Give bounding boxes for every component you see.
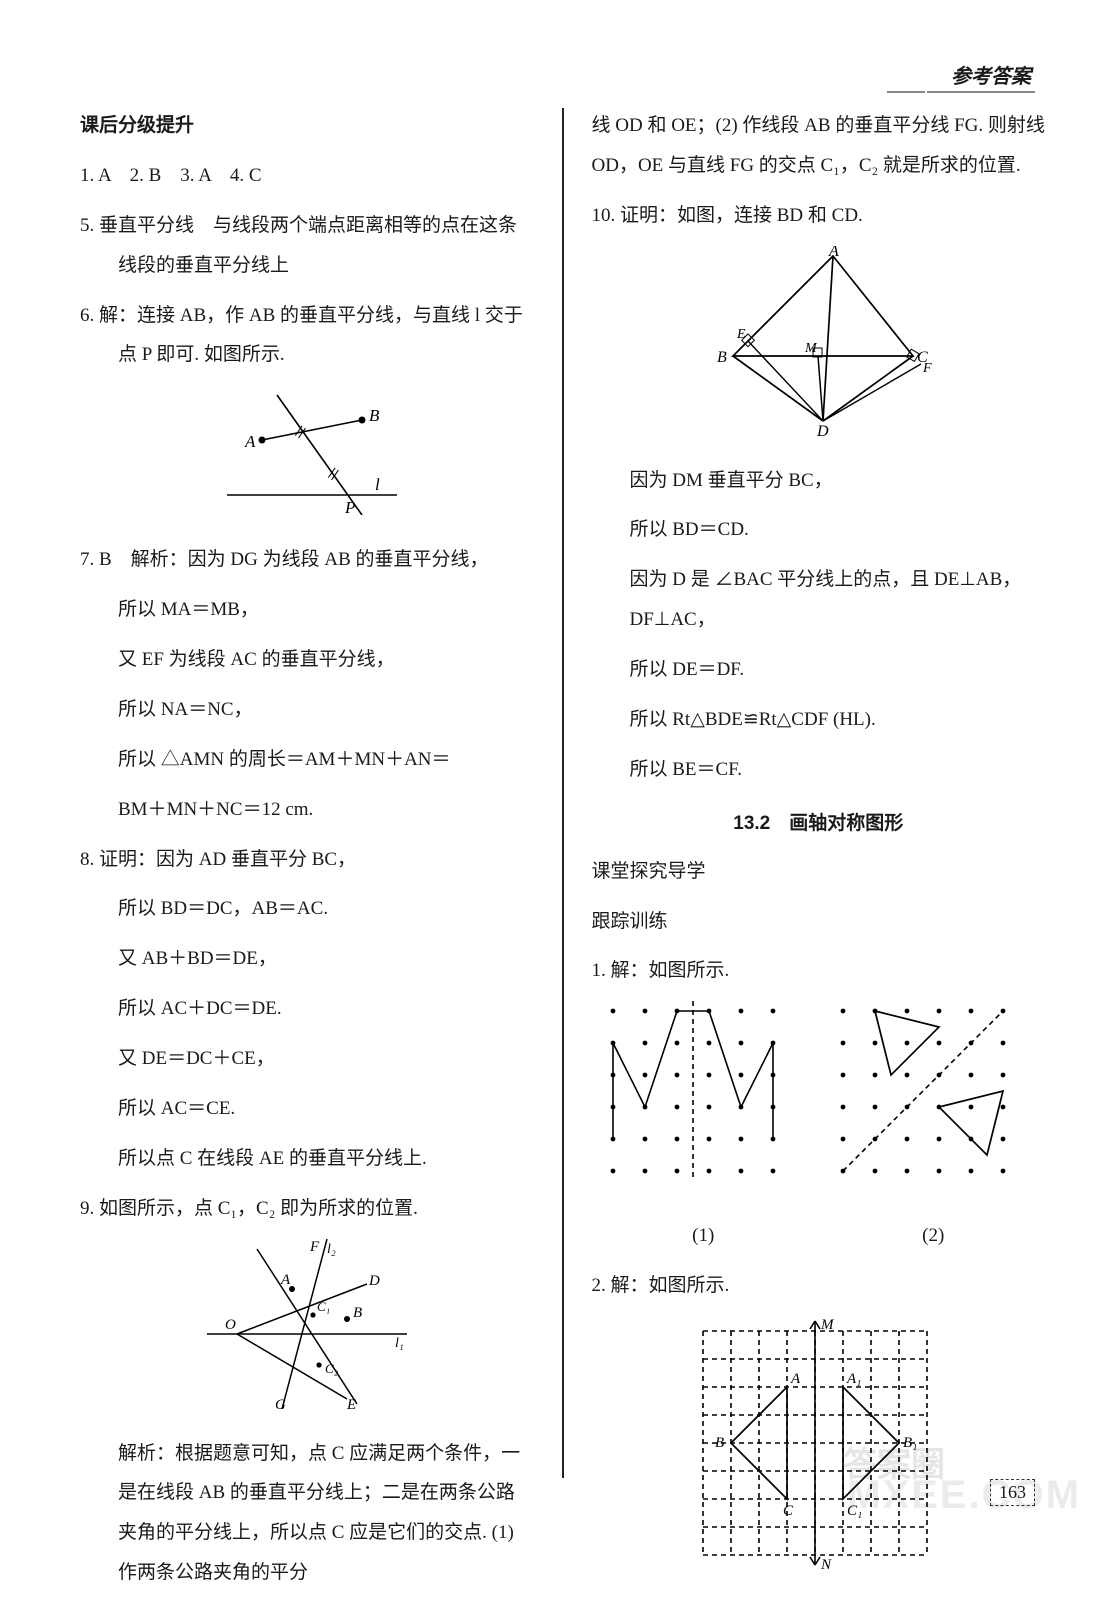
fig-label-1: (1) (603, 1216, 803, 1256)
svg-text:C₂: C₂ (325, 1361, 339, 1376)
answer-1-4: 1. A 2. B 3. A 4. C (80, 156, 534, 196)
svg-text:F: F (922, 361, 932, 376)
svg-text:B: B (715, 1435, 724, 1451)
svg-text:G: G (275, 1397, 286, 1409)
svg-text:A₁: A₁ (846, 1371, 861, 1387)
answer-7-line4: 所以 NA＝NC， (80, 690, 534, 730)
section-heading: 课后分级提升 (80, 106, 534, 146)
column-divider (562, 108, 564, 1478)
right-column: 线 OD 和 OE；(2) 作线段 AB 的垂直平分线 FG. 则射线 OD，O… (592, 104, 1046, 1484)
left-column: 课后分级提升 1. A 2. B 3. A 4. C 5. 垂直平分线 与线段两… (80, 104, 534, 1484)
figure-q9: O A B C₁ C₂ D E F G l₁ l₂ (80, 1239, 534, 1424)
track-q2: 2. 解：如图所示. (592, 1266, 1046, 1306)
svg-text:O: O (225, 1317, 236, 1333)
two-column-layout: 课后分级提升 1. A 2. B 3. A 4. C 5. 垂直平分线 与线段两… (80, 104, 1045, 1484)
page-header: 参考答案 (927, 60, 1035, 93)
subhead-1: 课堂探究导学 (592, 852, 1046, 892)
answer-10-l5: 所以 Rt△BDE≌Rt△CDF (HL). (592, 700, 1046, 740)
svg-text:B: B (353, 1305, 362, 1321)
svg-text:E: E (736, 327, 746, 342)
answer-8-line5: 又 DE＝DC＋CE， (80, 1039, 534, 1079)
svg-text:M: M (804, 341, 818, 356)
answer-9-head: 9. 如图所示，点 C₁，C₂ 即为所求的位置. (80, 1189, 534, 1229)
answer-8-line1: 8. 证明：因为 AD 垂直平分 BC， (80, 840, 534, 880)
figure-q6: A B l P (80, 385, 534, 530)
answer-7-line5: 所以 △AMN 的周长＝AM＋MN＋AN＝ (80, 740, 534, 780)
svg-text:A: A (790, 1371, 801, 1387)
svg-text:D: D (368, 1273, 380, 1289)
answer-10-head: 10. 证明：如图，连接 BD 和 CD. (592, 196, 1046, 236)
answer-10-l6: 所以 BE＝CF. (592, 750, 1046, 790)
svg-text:M: M (820, 1317, 835, 1333)
answer-7-line2: 所以 MA＝MB， (80, 590, 534, 630)
answer-8-line2: 所以 BD＝DC，AB＝AC. (80, 889, 534, 929)
answer-7-line1: 7. B 解析：因为 DG 为线段 AB 的垂直平分线， (80, 540, 534, 580)
svg-text:D: D (816, 423, 829, 436)
svg-text:N: N (820, 1557, 832, 1573)
fig-label-2: (2) (833, 1216, 1033, 1256)
q9-continuation: 线 OD 和 OE；(2) 作线段 AB 的垂直平分线 FG. 则射线 OD，O… (592, 106, 1046, 186)
svg-text:P: P (344, 498, 355, 515)
figure-dotgrids: (1) (2) (592, 1001, 1046, 1256)
svg-text:C: C (783, 1503, 794, 1519)
answer-7-line6: BM＋MN＋NC＝12 cm. (80, 790, 534, 830)
answer-6: 6. 解：连接 AB，作 AB 的垂直平分线，与直线 l 交于点 P 即可. 如… (80, 296, 534, 376)
svg-text:l: l (375, 475, 380, 494)
svg-text:B: B (717, 349, 727, 366)
answer-10-l2: 所以 BD＝CD. (592, 510, 1046, 550)
answer-10-l4: 所以 DE＝DF. (592, 650, 1046, 690)
answer-8-line7: 所以点 C 在线段 AE 的垂直平分线上. (80, 1139, 534, 1179)
section-13-2-title: 13.2 画轴对称图形 (592, 804, 1046, 844)
answer-8-line4: 所以 AC＋DC＝DE. (80, 989, 534, 1029)
figure-q10: A B C D M E F (592, 246, 1046, 451)
watermark: MXEE.COM (847, 1473, 1081, 1518)
answer-5: 5. 垂直平分线 与线段两个端点距离相等的点在这条线段的垂直平分线上 (80, 206, 534, 286)
svg-text:A: A (244, 432, 256, 451)
svg-text:B: B (369, 406, 380, 425)
svg-text:F: F (309, 1239, 320, 1255)
svg-text:E: E (346, 1397, 356, 1409)
answer-8-line6: 所以 AC＝CE. (80, 1089, 534, 1129)
subhead-2: 跟踪训练 (592, 902, 1046, 942)
answer-10-l1: 因为 DM 垂直平分 BC， (592, 461, 1046, 501)
svg-text:C₁: C₁ (317, 1299, 330, 1314)
answer-8-line3: 又 AB＋BD＝DE， (80, 939, 534, 979)
svg-text:l₂: l₂ (327, 1242, 336, 1257)
svg-text:l₁: l₁ (395, 1336, 404, 1351)
svg-text:A: A (280, 1272, 291, 1288)
answer-7-line3: 又 EF 为线段 AC 的垂直平分线， (80, 640, 534, 680)
track-q1: 1. 解：如图所示. (592, 951, 1046, 991)
answer-9-expl: 解析：根据题意可知，点 C 应满足两个条件，一是在线段 AB 的垂直平分线上；二… (80, 1434, 534, 1594)
svg-text:A: A (828, 246, 839, 260)
answer-10-l3: 因为 D 是 ∠BAC 平分线上的点，且 DE⊥AB，DF⊥AC， (592, 560, 1046, 640)
figure-gridtri: ABCA₁B₁C₁MN (592, 1316, 1046, 1601)
